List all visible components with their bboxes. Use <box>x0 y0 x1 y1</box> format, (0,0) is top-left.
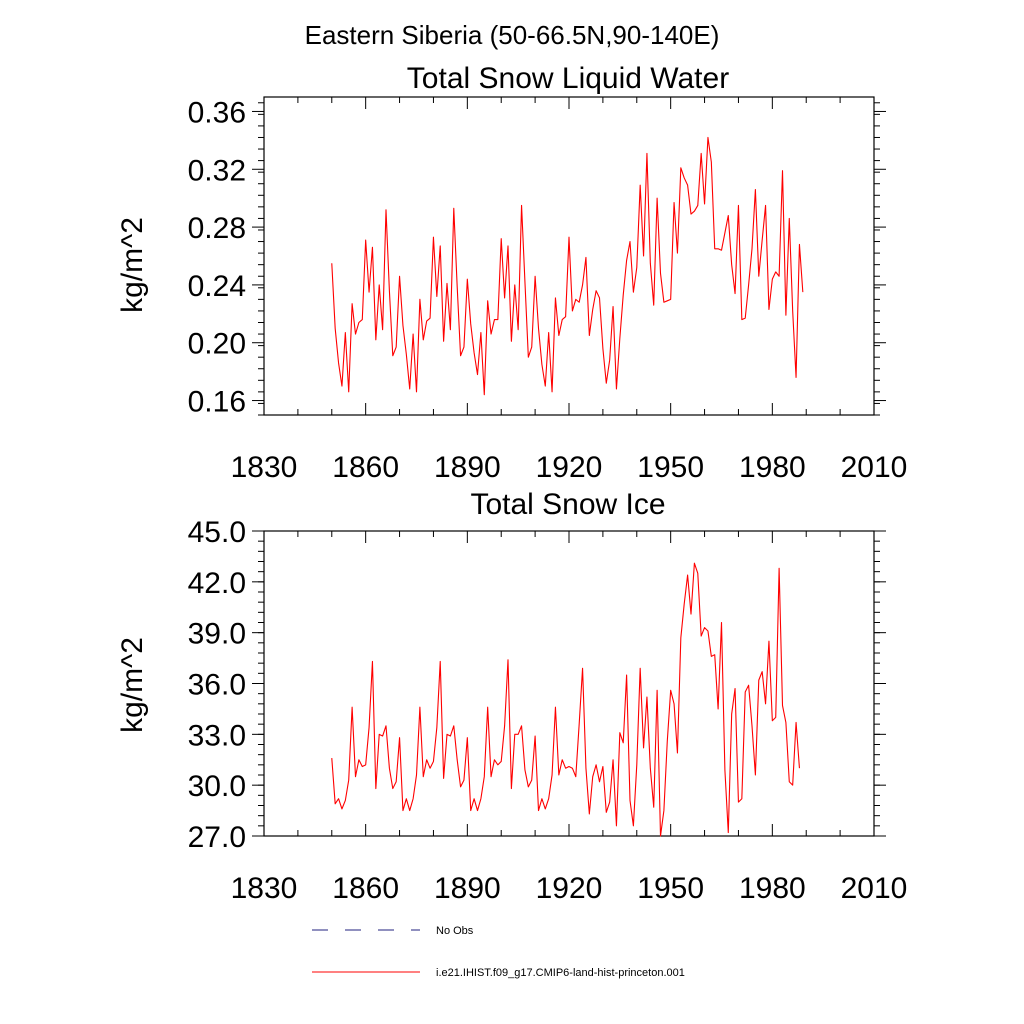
plot-frame <box>263 96 875 416</box>
y-tick-label: 0.16 <box>188 386 246 419</box>
x-tick-label: 1980 <box>739 451 806 484</box>
plot-area <box>263 530 875 837</box>
x-tick-label: 1950 <box>637 872 704 905</box>
y-tick-label: 36.0 <box>188 669 246 702</box>
y-axis-label: kg/m^2 <box>116 217 149 313</box>
plot-frame <box>263 530 875 837</box>
figure-suptitle: Eastern Siberia (50-66.5N,90-140E) <box>305 20 720 50</box>
y-tick-label: 42.0 <box>188 567 246 600</box>
chart-title: Total Snow Liquid Water <box>407 62 729 95</box>
y-tick-label: 0.24 <box>188 270 246 303</box>
legend-label-model: i.e21.IHIST.f09_g17.CMIP6-land-hist-prin… <box>436 967 685 979</box>
series-line <box>331 136 804 396</box>
tick-labels: 1830 1860 1890 1920 1950 1980 2010 0.16 0.20 0.24… <box>188 96 908 484</box>
y-tick-label: 0.36 <box>188 96 246 129</box>
y-tick-label: 0.20 <box>188 328 246 361</box>
y-tick-label: 30.0 <box>188 770 246 803</box>
x-tick-label: 1980 <box>739 872 806 905</box>
x-tick-label: 2010 <box>841 872 908 905</box>
y-axis-label: kg/m^2 <box>116 637 149 733</box>
tick-labels: 1830 1860 1890 1920 1950 1980 2010 27.0 30.0 33.0… <box>188 516 908 905</box>
chart-panel-snow-ice: Total Snow Ice kg/m^2 1830 1860 1890 1920 19… <box>116 488 907 905</box>
x-tick-label: 1860 <box>332 872 399 905</box>
legend-label-no-obs: No Obs <box>436 925 474 937</box>
x-tick-label: 1890 <box>434 451 501 484</box>
y-tick-label: 0.28 <box>188 212 246 245</box>
y-tick-label: 0.32 <box>188 154 246 187</box>
x-tick-label: 1920 <box>536 872 603 905</box>
chart-panel-snow-liquid-water: Total Snow Liquid Water kg/m^2 1830 1860 1… <box>116 62 907 484</box>
x-tick-label: 1860 <box>332 451 399 484</box>
x-tick-label: 1830 <box>231 451 298 484</box>
y-tick-label: 39.0 <box>188 618 246 651</box>
x-tick-label: 1950 <box>637 451 704 484</box>
legend: No Obs i.e21.IHIST.f09_g17.CMIP6-land-hi… <box>312 925 685 979</box>
x-tick-label: 2010 <box>841 451 908 484</box>
chart-title: Total Snow Ice <box>470 488 665 521</box>
x-tick-label: 1830 <box>231 872 298 905</box>
x-tick-label: 1890 <box>434 872 501 905</box>
y-tick-label: 27.0 <box>188 821 246 854</box>
y-tick-label: 33.0 <box>188 719 246 752</box>
plot-area <box>263 96 875 416</box>
series-line <box>331 562 800 837</box>
x-tick-label: 1920 <box>536 451 603 484</box>
y-tick-label: 45.0 <box>188 516 246 549</box>
